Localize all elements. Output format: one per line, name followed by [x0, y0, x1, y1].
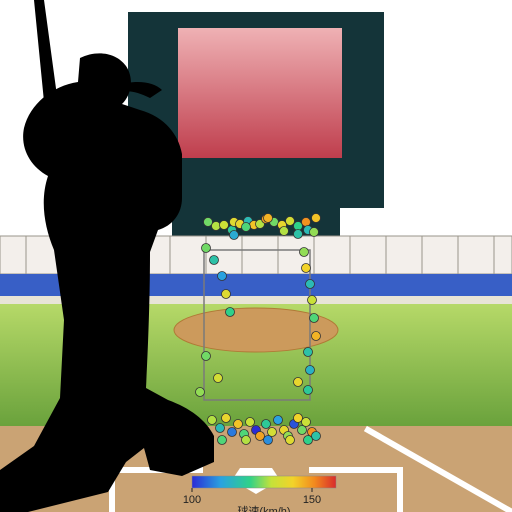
pitch-point	[302, 218, 311, 227]
pitch-point	[312, 332, 321, 341]
pitch-point	[310, 314, 319, 323]
pitch-point	[298, 426, 307, 435]
pitch-point	[268, 428, 277, 437]
pitch-point	[286, 217, 295, 226]
pitch-point	[228, 428, 237, 437]
pitch-point	[214, 374, 223, 383]
legend-tick-label: 100	[183, 494, 201, 506]
pitch-location-chart: 100 150 球速(km/h)	[0, 0, 512, 512]
pitch-point	[264, 214, 273, 223]
legend-label: 球速(km/h)	[237, 504, 290, 512]
pitch-point	[294, 230, 303, 239]
pitch-point	[312, 432, 321, 441]
pitch-point	[302, 418, 311, 427]
pitch-point	[300, 248, 309, 257]
pitch-point	[230, 231, 239, 240]
pitch-point	[310, 228, 319, 237]
pitch-point	[306, 280, 315, 289]
pitch-point	[306, 366, 315, 375]
pitch-point	[202, 352, 211, 361]
pitch-point	[286, 436, 295, 445]
pitch-point	[204, 218, 213, 227]
pitch-point	[234, 420, 243, 429]
pitch-point	[280, 227, 289, 236]
pitch-point	[312, 214, 321, 223]
pitch-point	[304, 386, 313, 395]
pitch-point	[256, 432, 265, 441]
pitch-point	[242, 436, 251, 445]
legend-tick-label: 150	[303, 494, 321, 506]
pitch-point	[212, 222, 221, 231]
pitch-point	[216, 424, 225, 433]
pitch-point	[294, 414, 303, 423]
pitch-point	[210, 256, 219, 265]
pitch-point	[274, 416, 283, 425]
pitch-point	[220, 221, 229, 230]
pitch-point	[218, 436, 227, 445]
pitch-point	[222, 290, 231, 299]
pitch-point	[226, 308, 235, 317]
legend-colorbar	[192, 476, 336, 488]
pitch-point	[294, 378, 303, 387]
pitch-point	[242, 223, 251, 232]
pitch-point	[302, 264, 311, 273]
pitch-point	[202, 244, 211, 253]
pitch-point	[308, 296, 317, 305]
pitch-point	[218, 272, 227, 281]
pitch-point	[264, 436, 273, 445]
pitch-point	[304, 436, 313, 445]
pitch-point	[196, 388, 205, 397]
pitch-point	[262, 420, 271, 429]
pitch-point	[222, 414, 231, 423]
scoreboard-screen	[178, 28, 342, 158]
pitch-point	[208, 416, 217, 425]
pitch-point	[246, 418, 255, 427]
pitch-point	[304, 348, 313, 357]
